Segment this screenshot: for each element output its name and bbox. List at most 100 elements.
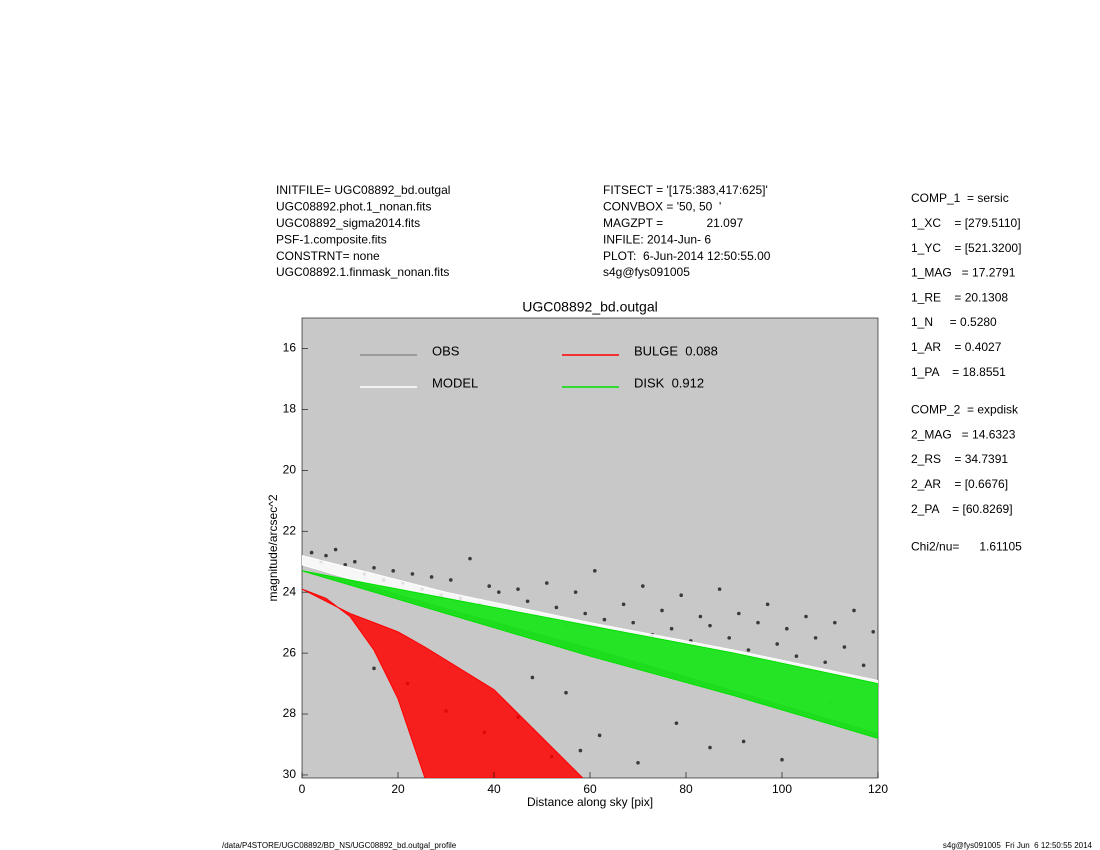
obs-point (775, 642, 779, 646)
obs-point (353, 559, 357, 564)
obs-point (842, 645, 847, 649)
obs-point (698, 614, 703, 619)
obs-point (545, 581, 549, 585)
obs-point (602, 617, 607, 622)
obs-point (708, 623, 712, 628)
obs-point (746, 648, 751, 652)
x-tick-label: 100 (772, 782, 792, 796)
obs-point (756, 620, 760, 625)
fit-parameter: 2_MAG = 14.6323 (911, 427, 1016, 441)
y-tick-label: 24 (283, 584, 297, 598)
obs-point (343, 562, 348, 567)
obs-point (708, 745, 712, 750)
obs-point (530, 675, 535, 680)
fit-parameter: 2_AR = [0.6676] (911, 477, 1008, 491)
y-tick-label: 30 (283, 767, 297, 781)
obs-point (333, 547, 338, 552)
fit-parameter: 1_N = 0.5280 (911, 315, 997, 329)
obs-point (741, 739, 746, 744)
obs-point (631, 620, 635, 625)
obs-point (468, 556, 472, 561)
obs-point (737, 611, 741, 616)
x-tick-label: 20 (391, 782, 405, 796)
obs-point (674, 721, 679, 725)
header-line: UGC08892.phot.1_nonan.fits (276, 200, 431, 214)
obs-point (852, 608, 856, 613)
obs-point (525, 599, 530, 604)
x-tick-label: 80 (679, 782, 693, 796)
y-tick-label: 26 (283, 645, 297, 659)
obs-point (679, 593, 683, 598)
obs-point (583, 611, 587, 616)
fit-parameter: 1_RE = 20.1308 (911, 290, 1008, 304)
obs-point (636, 760, 640, 765)
obs-point (727, 636, 731, 640)
legend-label: DISK 0.912 (634, 375, 704, 390)
obs-point (823, 660, 827, 665)
obs-point (641, 584, 645, 588)
fit-parameter: 1_YC = [521.3200] (911, 241, 1021, 255)
obs-point (324, 553, 328, 558)
fit-parameter: COMP_2 = expdisk (911, 403, 1019, 417)
fit-parameter: 1_MAG = 17.2791 (911, 266, 1016, 280)
y-tick-label: 20 (283, 462, 297, 476)
model-band (302, 570, 878, 739)
obs-point (861, 663, 866, 668)
header-line: PLOT: 6-Jun-2014 12:50:55.00 (603, 249, 771, 263)
header-line: CONVBOX = '50, 50 ' (603, 200, 721, 214)
obs-point (497, 590, 501, 594)
header-line: UGC08892.1.finmask_nonan.fits (276, 265, 449, 279)
header-line: INFILE: 2014-Jun- 6 (603, 232, 711, 246)
obs-point (309, 550, 314, 555)
obs-point (813, 636, 818, 640)
obs-point (717, 587, 722, 591)
y-tick-label: 16 (283, 341, 297, 355)
fit-parameter: 2_RS = 34.7391 (911, 452, 1008, 466)
obs-point (621, 602, 626, 607)
header-line: MAGZPT = 21.097 (603, 216, 743, 230)
obs-point (669, 626, 674, 631)
header-line: CONSTRNT= none (276, 249, 380, 263)
x-tick-label: 0 (299, 782, 306, 796)
footer-left: /data/P4STORE/UGC08892/BD_NS/UGC08892_bd… (222, 841, 457, 850)
obs-point (429, 575, 434, 579)
model-band (302, 588, 584, 778)
obs-point (765, 602, 770, 607)
fit-parameter: 1_PA = 18.8551 (911, 365, 1006, 379)
obs-point (516, 587, 520, 591)
obs-point (410, 572, 415, 576)
x-tick-label: 40 (487, 782, 501, 796)
obs-point (833, 620, 837, 625)
obs-point (780, 757, 784, 762)
y-tick-label: 18 (283, 402, 297, 416)
header-line: FITSECT = '[175:383,417:625]' (603, 183, 768, 197)
obs-point (372, 666, 376, 671)
obs-point (578, 748, 583, 753)
obs-point (794, 654, 799, 658)
fit-parameter: 1_XC = [279.5110] (911, 216, 1021, 230)
y-axis-label: magnitude/arcsec^2 (266, 494, 280, 601)
legend-label: OBS (432, 343, 460, 358)
obs-point (593, 569, 597, 573)
header-line: INITFILE= UGC08892_bd.outgal (276, 183, 450, 197)
chart-title: UGC08892_bd.outgal (522, 299, 657, 315)
obs-point (785, 626, 789, 631)
header-line: UGC08892_sigma2014.fits (276, 216, 420, 230)
obs-point (804, 614, 808, 619)
header: INITFILE= UGC08892_bd.outgal UGC08892.pho… (276, 183, 1022, 553)
obs-point (391, 569, 396, 573)
obs-point (449, 578, 453, 582)
legend-label: MODEL (432, 375, 478, 390)
obs-point (573, 590, 578, 594)
y-tick-label: 28 (283, 706, 297, 720)
fit-parameter: 2_PA = [60.8269] (911, 502, 1013, 516)
fit-parameter: COMP_1 = sersic (911, 191, 1009, 205)
header-line: s4g@fys091005 (603, 265, 690, 279)
obs-point (871, 629, 875, 634)
legend-label: BULGE 0.088 (634, 343, 718, 358)
x-axis-label: Distance along sky [pix] (527, 795, 653, 809)
obs-point (372, 566, 376, 570)
x-tick-label: 60 (583, 782, 597, 796)
fit-parameter: 1_AR = 0.4027 (911, 340, 1002, 354)
